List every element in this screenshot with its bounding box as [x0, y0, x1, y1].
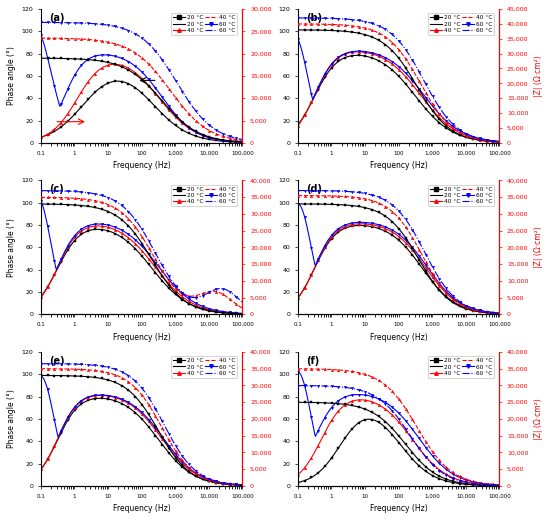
- Y-axis label: |Z| (Ω·cm²): |Z| (Ω·cm²): [534, 227, 543, 268]
- X-axis label: Frequency (Hz): Frequency (Hz): [113, 504, 170, 513]
- Legend: 20 °C, 20 °C, 40 °C, 40 °C, 60 °C, 60 °C: 20 °C, 20 °C, 40 °C, 40 °C, 60 °C, 60 °C: [428, 356, 494, 378]
- Legend: 20 °C, 20 °C, 40 °C, 40 °C, 60 °C, 60 °C: 20 °C, 20 °C, 40 °C, 40 °C, 60 °C, 60 °C: [171, 356, 238, 378]
- Y-axis label: |Z| (Ω·cm²): |Z| (Ω·cm²): [534, 55, 543, 97]
- Y-axis label: Phase angle (°): Phase angle (°): [7, 218, 16, 277]
- X-axis label: Frequency (Hz): Frequency (Hz): [370, 333, 427, 342]
- Text: (c): (c): [49, 185, 64, 194]
- X-axis label: Frequency (Hz): Frequency (Hz): [113, 333, 170, 342]
- X-axis label: Frequency (Hz): Frequency (Hz): [370, 161, 427, 170]
- Y-axis label: Phase angle (°): Phase angle (°): [7, 46, 16, 106]
- X-axis label: Frequency (Hz): Frequency (Hz): [370, 504, 427, 513]
- Legend: 20 °C, 20 °C, 40 °C, 40 °C, 60 °C, 60 °C: 20 °C, 20 °C, 40 °C, 40 °C, 60 °C, 60 °C: [171, 185, 238, 206]
- Text: (d): (d): [306, 185, 322, 194]
- Legend: 20 °C, 20 °C, 40 °C, 40 °C, 60 °C, 60 °C: 20 °C, 20 °C, 40 °C, 40 °C, 60 °C, 60 °C: [428, 185, 494, 206]
- Text: (f): (f): [306, 356, 319, 366]
- Legend: 20 °C, 20 °C, 40 °C, 40 °C, 60 °C, 60 °C: 20 °C, 20 °C, 40 °C, 40 °C, 60 °C, 60 °C: [428, 13, 494, 35]
- X-axis label: Frequency (Hz): Frequency (Hz): [113, 161, 170, 170]
- Text: (b): (b): [306, 13, 322, 23]
- Text: (e): (e): [49, 356, 64, 366]
- Legend: 20 °C, 20 °C, 40 °C, 40 °C, 60 °C, 60 °C: 20 °C, 20 °C, 40 °C, 40 °C, 60 °C, 60 °C: [171, 13, 238, 35]
- Y-axis label: Phase angle (°): Phase angle (°): [7, 389, 16, 448]
- Text: (a): (a): [49, 13, 64, 23]
- Y-axis label: |Z| (Ω·cm²): |Z| (Ω·cm²): [534, 398, 543, 440]
